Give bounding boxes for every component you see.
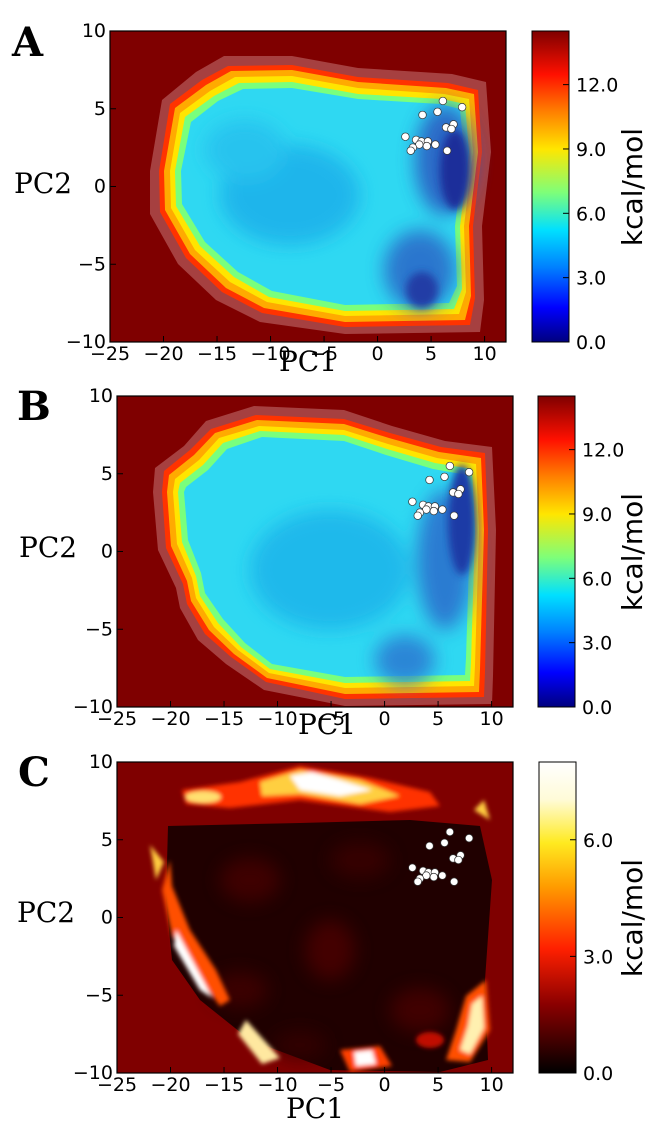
y-tick-label: −10 [73, 696, 113, 718]
scatter-point [458, 103, 466, 111]
scatter-point [450, 512, 458, 520]
scatter-point [430, 507, 438, 515]
panel-a-xlabel: PC1 [279, 345, 337, 378]
y-tick-label: 5 [101, 463, 113, 485]
y-tick-label: −5 [78, 253, 106, 275]
scatter-point [426, 476, 434, 484]
panel-b-heatmap [117, 396, 513, 707]
y-tick-label: 10 [82, 20, 106, 42]
scatter-point [441, 839, 449, 847]
panel-b-ylabel: PC2 [19, 531, 77, 564]
x-tick-label: −20 [150, 1074, 190, 1096]
scatter-point [414, 878, 422, 886]
panel-c-ylabel: PC2 [17, 896, 75, 929]
scatter-point [450, 878, 458, 886]
panel-b-xlabel: PC1 [298, 708, 356, 741]
scatter-point [430, 873, 438, 881]
colorbar-tick-label: 12.0 [582, 440, 624, 462]
panel-a-heatmap [110, 31, 506, 342]
x-tick-label: 0 [372, 343, 384, 365]
scatter-point [443, 147, 451, 155]
x-tick-label: 10 [473, 343, 497, 365]
x-tick-label: 5 [432, 1074, 444, 1096]
panel-c: C [17, 749, 649, 1125]
colorbar-tick-label: 12.0 [576, 75, 618, 97]
scatter-point [419, 111, 427, 119]
y-tick-label: −5 [85, 984, 113, 1006]
scatter-point [407, 147, 415, 155]
colorbar-tick-label: 6.0 [576, 203, 606, 225]
colorbar-tick-label: 9.0 [576, 139, 606, 161]
scatter-point [439, 872, 447, 880]
y-tick-label: 0 [101, 541, 113, 563]
scatter-point [423, 142, 431, 150]
colorbar-tick-label: 0.0 [583, 1063, 613, 1085]
scatter-point [434, 108, 442, 116]
x-tick-label: −15 [197, 343, 237, 365]
panel-b-colorbar-label: kcal/mol [616, 493, 649, 611]
scatter-point [446, 462, 454, 470]
x-tick-label: −15 [204, 1074, 244, 1096]
y-tick-label: −5 [85, 618, 113, 640]
x-tick-label: 0 [379, 1074, 391, 1096]
colorbar-tick-label: 3.0 [583, 946, 613, 968]
scatter-point [441, 473, 449, 481]
panel-a-ylabel: PC2 [14, 167, 72, 200]
scatter-point [402, 133, 410, 141]
panel-a: A −25−20−15−10−50510−10−50510 PC1 PC2 [11, 19, 649, 378]
scatter-point [409, 498, 417, 506]
x-tick-label: −10 [257, 708, 297, 730]
y-tick-label: 5 [94, 98, 106, 120]
panel-b-colorbar [538, 396, 575, 707]
x-tick-label: −20 [150, 708, 190, 730]
scatter-point [426, 842, 434, 850]
scatter-point [455, 856, 463, 864]
scatter-point [439, 97, 447, 105]
colorbar-tick-label: 3.0 [582, 633, 612, 655]
scatter-point [414, 512, 422, 520]
y-tick-label: 5 [101, 829, 113, 851]
x-tick-label: −15 [204, 708, 244, 730]
scatter-point [448, 125, 456, 133]
x-tick-label: 10 [480, 1074, 504, 1096]
scatter-point [446, 828, 454, 836]
x-tick-label: 5 [425, 343, 437, 365]
y-tick-label: −10 [66, 331, 106, 353]
colorbar-tick-label: 0.0 [582, 697, 612, 719]
y-tick-label: 0 [94, 176, 106, 198]
scatter-point [465, 834, 473, 842]
y-tick-label: 10 [89, 751, 113, 773]
panel-b: B −25−20−15−10−50510−10−50510 PC1 PC2 0.… [17, 383, 649, 741]
y-tick-label: −10 [73, 1062, 113, 1084]
panel-a-colorbar-ticks: 0.0 3.0 6.0 9.0 12.0 [563, 75, 618, 354]
panel-b-letter: B [17, 383, 51, 430]
scatter-point [439, 506, 447, 514]
colorbar-tick-label: 6.0 [582, 568, 612, 590]
panel-a-colorbar-label: kcal/mol [616, 128, 649, 246]
scatter-point [409, 864, 417, 872]
colorbar-tick-label: 0.0 [576, 332, 606, 354]
scatter-point [432, 141, 440, 149]
x-tick-label: 5 [432, 708, 444, 730]
x-tick-label: 10 [480, 708, 504, 730]
panel-c-colorbar [539, 762, 576, 1073]
x-tick-label: −20 [143, 343, 183, 365]
panel-c-letter: C [18, 749, 50, 796]
colorbar-tick-label: 9.0 [582, 504, 612, 526]
x-tick-label: 0 [379, 708, 391, 730]
panel-c-colorbar-label: kcal/mol [616, 859, 649, 977]
panel-a-letter: A [11, 19, 44, 66]
panel-c-xlabel: PC1 [286, 1092, 344, 1125]
y-tick-label: 10 [89, 385, 113, 407]
panel-c-heatmap [117, 762, 513, 1073]
scatter-point [465, 468, 473, 476]
colorbar-tick-label: 6.0 [583, 830, 613, 852]
panel-a-colorbar [532, 31, 569, 342]
scatter-point [455, 490, 463, 498]
y-tick-label: 0 [101, 907, 113, 929]
colorbar-tick-label: 3.0 [576, 268, 606, 290]
